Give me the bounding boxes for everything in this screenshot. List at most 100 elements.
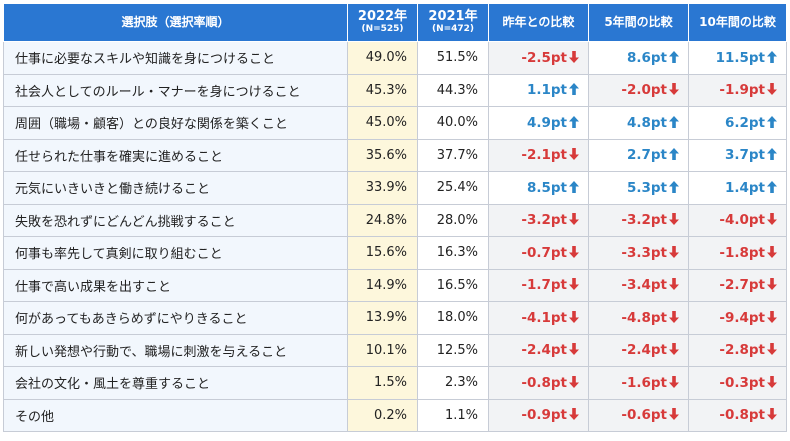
choice-label: 何があってもあきらめずにやりきること: [3, 301, 348, 335]
diff-5-years: -4.8pt: [588, 301, 689, 335]
diff-5-years-value: -4.8pt: [621, 309, 667, 326]
diff-prev-year: -3.2pt: [488, 203, 589, 237]
diff-10-years: -0.3pt: [688, 366, 787, 400]
diff-prev-year: 1.1pt: [488, 73, 589, 107]
diff-5-years: -0.6pt: [588, 398, 689, 432]
diff-10-years-value: -9.4pt: [719, 309, 765, 326]
diff-5-years: -2.4pt: [588, 333, 689, 367]
diff-5-years-value: 4.8pt: [626, 114, 667, 131]
diff-prev-year-value: 4.9pt: [526, 114, 567, 131]
arrow-down-icon: [569, 148, 579, 161]
arrow-down-icon: [569, 343, 579, 356]
table-row: 任せられた仕事を確実に進めること 35.6% 37.7% -2.1pt 2.7p…: [3, 138, 787, 172]
rate-2022: 33.9%: [347, 171, 418, 205]
arrow-up-icon: [767, 180, 777, 193]
table-row: その他 0.2% 1.1% -0.9pt -0.6pt -0.8pt: [3, 398, 787, 432]
diff-prev-year-value: -2.1pt: [521, 147, 567, 164]
rate-2022: 13.9%: [347, 301, 418, 335]
diff-10-years: -2.7pt: [688, 268, 787, 302]
diff-5-years: -1.6pt: [588, 366, 689, 400]
diff-prev-year: -2.1pt: [488, 138, 589, 172]
diff-10-years: -1.8pt: [688, 236, 787, 270]
diff-10-years: -2.8pt: [688, 333, 787, 367]
diff-5-years: -3.2pt: [588, 203, 689, 237]
diff-prev-year: -0.7pt: [488, 236, 589, 270]
diff-prev-year: -1.7pt: [488, 268, 589, 302]
arrow-up-icon: [669, 115, 679, 128]
table-row: 仕事で高い成果を出すこと 14.9% 16.5% -1.7pt -3.4pt -…: [3, 268, 787, 302]
rate-2022: 24.8%: [347, 203, 418, 237]
arrow-down-icon: [569, 375, 579, 388]
rate-2021: 2.3%: [417, 366, 489, 400]
comparison-table-container: 選択肢（選択率順） 2022年 (N=525) 2021年 (N=472) 昨年…: [3, 3, 787, 432]
header-10-years-label: 10年間の比較: [699, 15, 776, 30]
diff-5-years-value: -2.4pt: [621, 342, 667, 359]
choice-label: 元気にいきいきと働き続けること: [3, 171, 348, 205]
table-row: 元気にいきいきと働き続けること 33.9% 25.4% 8.5pt 5.3pt …: [3, 171, 787, 205]
rate-2021: 25.4%: [417, 171, 489, 205]
header-2021-n: (N=472): [431, 24, 475, 35]
arrow-down-icon: [767, 278, 777, 291]
diff-prev-year: -4.1pt: [488, 301, 589, 335]
header-row: 選択肢（選択率順） 2022年 (N=525) 2021年 (N=472) 昨年…: [3, 3, 787, 42]
diff-prev-year-value: 1.1pt: [526, 82, 567, 99]
arrow-down-icon: [767, 83, 777, 96]
table-row: 何事も率先して真剣に取り組むこと 15.6% 16.3% -0.7pt -3.3…: [3, 236, 787, 270]
rate-2021: 16.3%: [417, 236, 489, 270]
diff-10-years: 6.2pt: [688, 106, 787, 140]
diff-5-years-value: -0.6pt: [621, 407, 667, 424]
diff-5-years: -3.4pt: [588, 268, 689, 302]
diff-5-years-value: -2.0pt: [621, 82, 667, 99]
diff-prev-year-value: -0.7pt: [521, 244, 567, 261]
diff-prev-year-value: -4.1pt: [521, 309, 567, 326]
table-row: 会社の文化・風土を尊重すること 1.5% 2.3% -0.8pt -1.6pt …: [3, 366, 787, 400]
rate-2021: 44.3%: [417, 73, 489, 107]
comparison-table: 選択肢（選択率順） 2022年 (N=525) 2021年 (N=472) 昨年…: [3, 3, 787, 432]
arrow-up-icon: [569, 115, 579, 128]
arrow-down-icon: [569, 310, 579, 323]
choice-label: その他: [3, 398, 348, 432]
header-choice: 選択肢（選択率順）: [3, 3, 348, 42]
choice-label: 仕事で高い成果を出すこと: [3, 268, 348, 302]
rate-2021: 16.5%: [417, 268, 489, 302]
choice-label: 新しい発想や行動で、職場に刺激を与えること: [3, 333, 348, 367]
arrow-down-icon: [569, 245, 579, 258]
rate-2022: 10.1%: [347, 333, 418, 367]
diff-5-years-value: -3.3pt: [621, 244, 667, 261]
choice-label: 失敗を恐れずにどんどん挑戦すること: [3, 203, 348, 237]
arrow-up-icon: [767, 115, 777, 128]
diff-5-years: -3.3pt: [588, 236, 689, 270]
diff-10-years: 11.5pt: [688, 41, 787, 75]
diff-10-years-value: 11.5pt: [715, 49, 765, 66]
diff-5-years: 4.8pt: [588, 106, 689, 140]
rate-2022: 35.6%: [347, 138, 418, 172]
header-2022-year: 2022年: [357, 9, 408, 25]
arrow-down-icon: [767, 213, 777, 226]
arrow-down-icon: [669, 375, 679, 388]
rate-2022: 49.0%: [347, 41, 418, 75]
arrow-up-icon: [669, 148, 679, 161]
choice-label: 任せられた仕事を確実に進めること: [3, 138, 348, 172]
rate-2022: 0.2%: [347, 398, 418, 432]
arrow-down-icon: [767, 343, 777, 356]
table-header: 選択肢（選択率順） 2022年 (N=525) 2021年 (N=472) 昨年…: [3, 3, 787, 42]
header-prev-year-label: 昨年との比較: [502, 15, 575, 30]
arrow-down-icon: [569, 50, 579, 63]
diff-prev-year: 4.9pt: [488, 106, 589, 140]
table-body: 仕事に必要なスキルや知識を身につけること 49.0% 51.5% -2.5pt …: [3, 41, 787, 432]
arrow-down-icon: [669, 310, 679, 323]
rate-2022: 15.6%: [347, 236, 418, 270]
diff-10-years-value: -2.7pt: [719, 277, 765, 294]
header-2022: 2022年 (N=525): [347, 3, 418, 42]
rate-2021: 28.0%: [417, 203, 489, 237]
diff-5-years: 2.7pt: [588, 138, 689, 172]
diff-prev-year: 8.5pt: [488, 171, 589, 205]
arrow-down-icon: [767, 408, 777, 421]
arrow-up-icon: [569, 180, 579, 193]
arrow-up-icon: [569, 83, 579, 96]
arrow-down-icon: [669, 343, 679, 356]
arrow-down-icon: [569, 408, 579, 421]
rate-2022: 1.5%: [347, 366, 418, 400]
diff-10-years-value: -0.8pt: [719, 407, 765, 424]
diff-10-years: -1.9pt: [688, 73, 787, 107]
